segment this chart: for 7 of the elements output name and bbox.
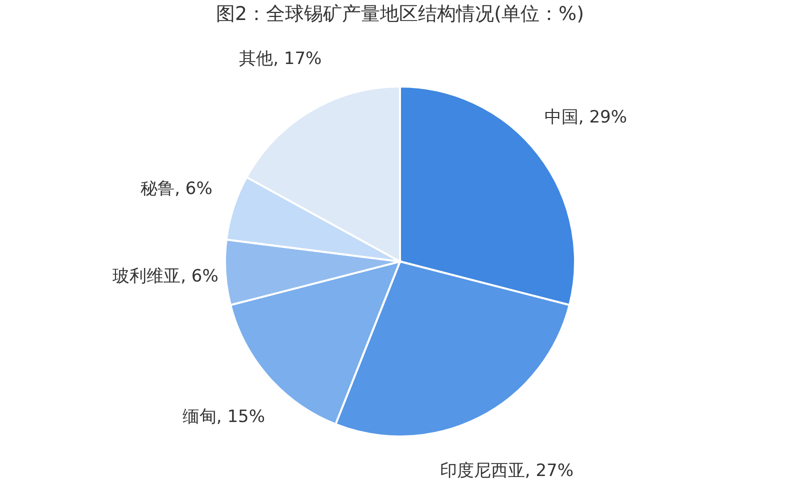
slice-label: 玻利维亚, 6% [112,266,218,286]
chart-title: 图2：全球锡矿产量地区结构情况(单位：%) [216,3,584,25]
slice-label: 秘鲁, 6% [140,178,212,199]
slice-label: 印度尼西亚, 27% [440,460,574,481]
slice-label: 中国, 29% [544,107,627,128]
slice-label: 其他, 17% [239,49,322,70]
slice-label: 缅甸, 15% [182,406,266,427]
